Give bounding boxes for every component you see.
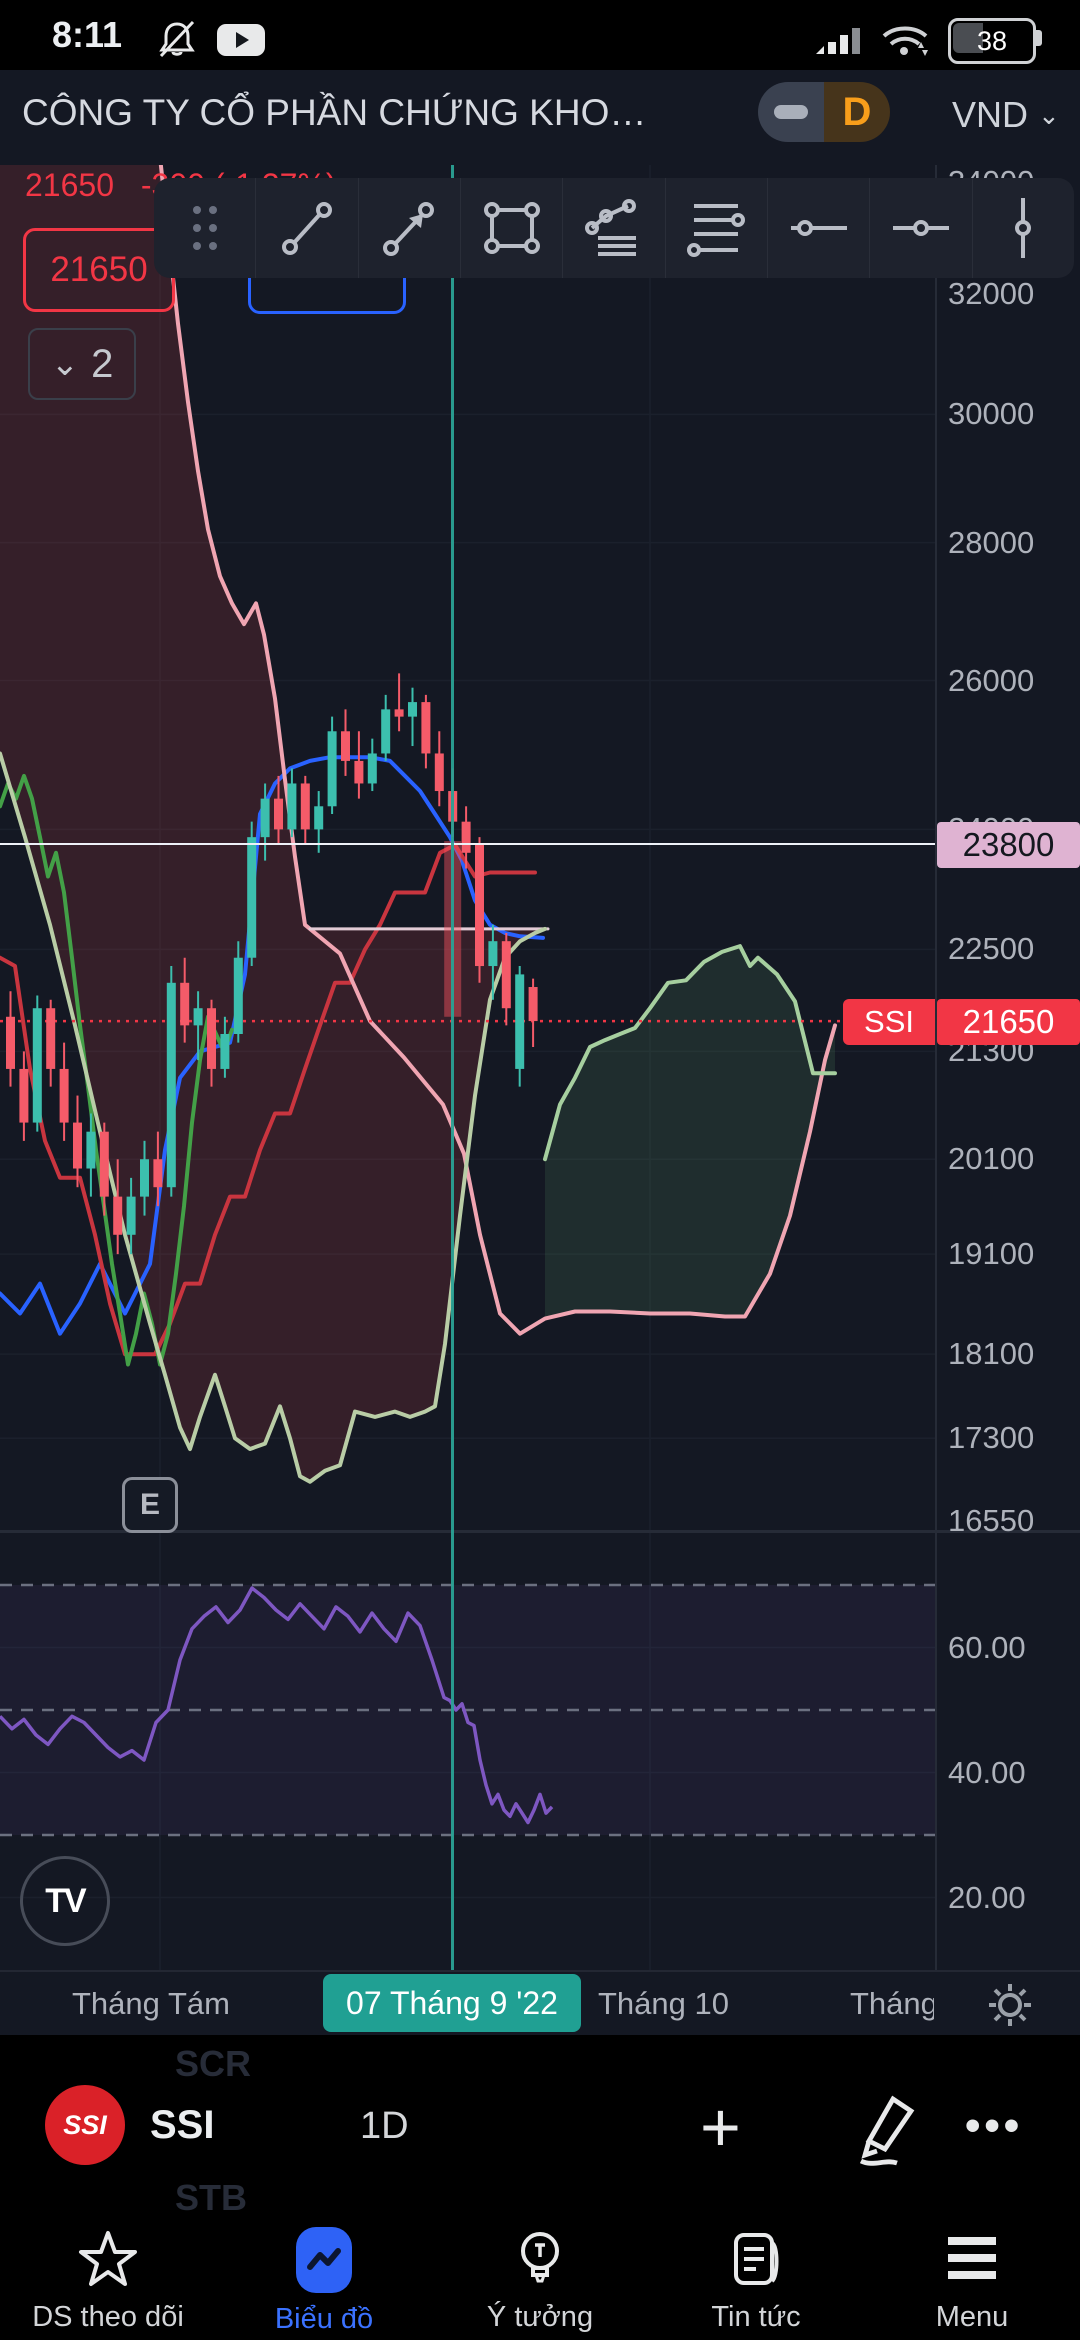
chart-icon [296, 2227, 352, 2293]
vertical-line-tool[interactable] [971, 178, 1074, 278]
earnings-marker[interactable]: E [122, 1477, 178, 1533]
crosshair-vertical-line [451, 70, 454, 1970]
wifi-icon [882, 26, 928, 56]
pitchfork-tool[interactable] [562, 178, 664, 278]
price-axis-label: 17300 [948, 1420, 1035, 1456]
watchlist-ghost-text: SCR [175, 2043, 252, 2084]
price-axis-label: 18100 [948, 1336, 1035, 1372]
price-axis-label: 16550 [948, 1502, 1035, 1538]
chart-background [0, 165, 1080, 1970]
symbol-button[interactable]: SSI [150, 2103, 215, 2147]
earnings-letter: E [139, 1488, 160, 1521]
horizontal-ray-tool[interactable] [869, 178, 971, 278]
hidden-indicator-count: 2 [91, 341, 114, 386]
interval-toggle[interactable]: D [758, 82, 890, 142]
pane-separator[interactable] [0, 1530, 1080, 1533]
date-label: Tháng 10 [598, 1986, 729, 2021]
battery-cap [1036, 30, 1042, 46]
symbol-logo[interactable]: SSI [45, 2085, 125, 2165]
toggle-dash-icon [758, 82, 824, 142]
menu-icon [948, 2237, 996, 2279]
marked-price-line [0, 843, 1080, 845]
nav-label: DS theo dõi [32, 2301, 184, 2333]
marked-price-badge: 23800 [937, 822, 1080, 868]
fib-retracement-tool[interactable] [664, 178, 767, 278]
currency-selector[interactable]: VND [952, 94, 1029, 135]
price-label-value: 21650 [50, 250, 148, 289]
tv-monogram: TV [45, 1881, 86, 1920]
price-axis-label: 28000 [948, 524, 1035, 560]
rsi-axis-label: 40.00 [948, 1754, 1026, 1790]
nav-label: Tin tức [711, 2301, 801, 2333]
selected-date: 07 Tháng 9 '22 [346, 1984, 558, 2021]
drag-handle-icon[interactable] [154, 178, 255, 278]
legend-price: 21650 [25, 167, 114, 203]
nav-label: Menu [935, 2301, 1009, 2333]
lightbulb-icon [521, 2232, 559, 2283]
date-label: Tháng Tám [72, 1986, 230, 2021]
nav-item-ideas[interactable]: Ý tưởng [432, 2215, 648, 2340]
price-axis-label: 26000 [948, 662, 1035, 698]
nav-item-menu[interactable]: Menu [864, 2215, 1080, 2340]
symbol-toolbar: SCR SSI SSI 1D + ••• STB [0, 2035, 1080, 2218]
interval-button[interactable]: 1D [360, 2105, 409, 2147]
price-label-box-red[interactable]: 21650 [23, 228, 175, 312]
date-axis[interactable]: Tháng Tám 07 Tháng 9 '22 Tháng 10 Tháng [0, 1970, 1080, 2037]
signal-icon [816, 28, 860, 54]
legend-collapse-button[interactable]: ⌄ 2 [28, 328, 136, 400]
tradingview-logo[interactable]: TV [20, 1856, 110, 1946]
date-label: Tháng [850, 1986, 934, 2021]
arrow-line-tool[interactable] [357, 178, 460, 278]
price-axis-label: 32000 [948, 276, 1035, 312]
nav-item-watchlist[interactable]: DS theo dõi [0, 2215, 216, 2340]
symbol-title[interactable]: CÔNG TY CỔ PHẦN CHỨNG KHO… [22, 92, 647, 133]
price-axis-label: 30000 [948, 396, 1035, 432]
draw-pen-icon[interactable] [845, 2087, 925, 2167]
interval-badge[interactable]: D [824, 82, 890, 142]
youtube-icon [217, 24, 265, 56]
price-axis-label: 22500 [948, 931, 1035, 967]
news-icon [734, 2233, 779, 2285]
bottom-navigation: DS theo dõi Biểu đồ Ý tưởng Tin tức [0, 2215, 1080, 2340]
rsi-axis-label: 60.00 [948, 1629, 1026, 1665]
add-alert-button[interactable]: + [700, 2088, 741, 2166]
selected-date-badge: 07 Tháng 9 '22 [323, 1974, 581, 2032]
horizontal-line-tool[interactable] [766, 178, 869, 278]
star-icon [79, 2231, 137, 2286]
nav-label: Biểu đồ [274, 2303, 374, 2335]
price-axis-label: 19100 [948, 1236, 1035, 1272]
status-bar: 8:11 38 [0, 0, 1080, 70]
battery-percent: 38 [976, 25, 1008, 56]
mute-bell-icon [159, 20, 195, 58]
chevron-down-icon: ⌄ [1038, 100, 1060, 130]
nav-label: Ý tưởng [486, 2301, 594, 2333]
drawing-toolbar [154, 178, 1074, 278]
symbol-price-chip: SSI [843, 999, 935, 1045]
last-price-badge: 21650 [937, 999, 1080, 1045]
nav-item-chart[interactable]: Biểu đồ [216, 2215, 432, 2340]
trend-line-tool[interactable] [255, 178, 357, 278]
battery-icon: 38 [948, 18, 1036, 64]
nav-item-news[interactable]: Tin tức [648, 2215, 864, 2340]
price-axis-label: 20100 [948, 1141, 1035, 1177]
gear-icon[interactable] [985, 1980, 1035, 2030]
price-axis-separator [935, 70, 937, 2035]
more-options-button[interactable]: ••• [965, 2101, 1024, 2150]
chart-header: CÔNG TY CỔ PHẦN CHỨNG KHO… D VND ⌄ [0, 70, 1080, 165]
symbol-logo-text: SSI [63, 2109, 107, 2140]
chevron-down-icon: ⌄ [50, 345, 80, 383]
rsi-axis-label: 20.00 [948, 1879, 1026, 1915]
price-chart-canvas[interactable] [0, 165, 935, 1970]
watchlist-ghost-text: STB [175, 2177, 247, 2218]
clock: 8:11 [52, 14, 123, 55]
rectangle-tool[interactable] [459, 178, 562, 278]
